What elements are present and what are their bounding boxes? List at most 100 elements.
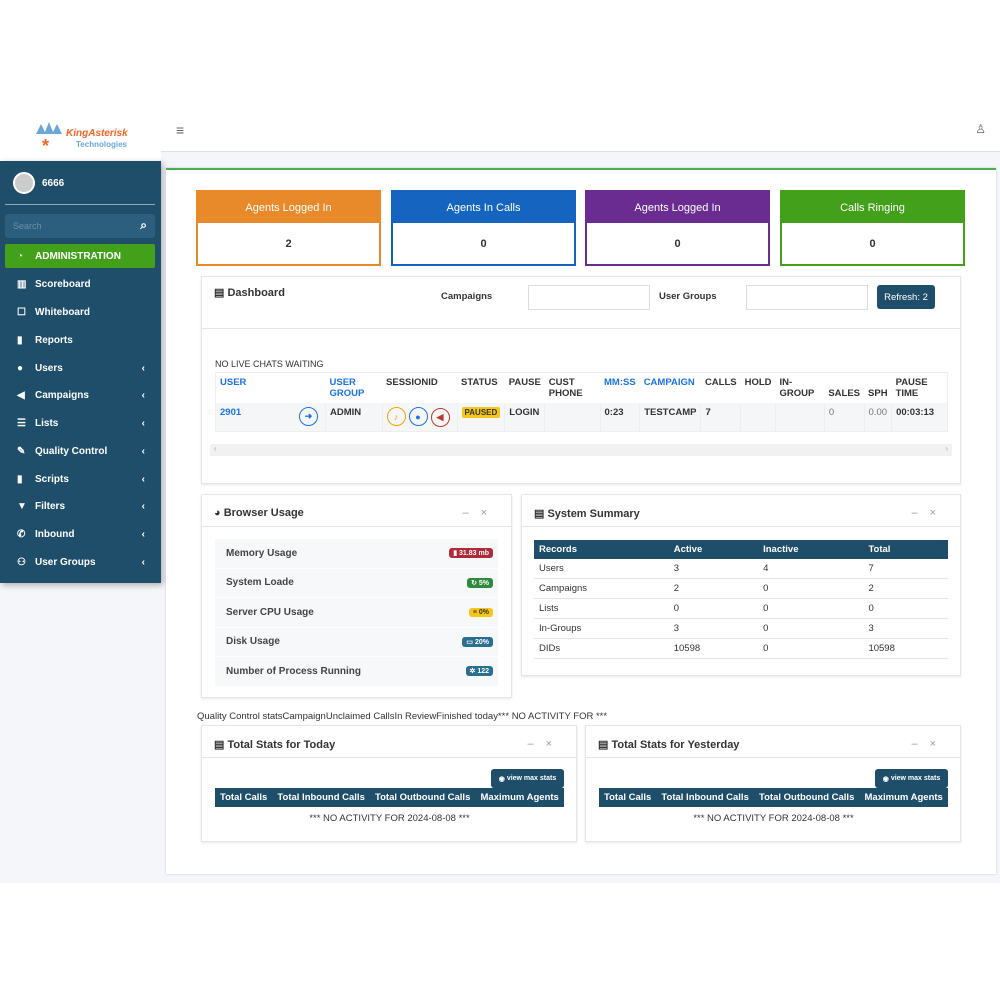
user-profile-icon[interactable]: ♙	[975, 122, 986, 136]
speaker-icon[interactable]: ◀	[430, 407, 450, 427]
table-cell: 2	[668, 578, 759, 599]
bullhorn-icon: ◀	[17, 389, 25, 401]
column-header: PAUSE	[508, 377, 541, 388]
logo[interactable]: * KingAsterisk Technologies	[0, 110, 161, 161]
sidebar-item-users[interactable]: ● Users ‹	[5, 356, 155, 380]
file-icon: ▮	[17, 473, 23, 485]
sidebar-item-label: ADMINISTRATION	[35, 250, 121, 262]
sidebar-item-campaigns[interactable]: ◀ Campaigns ‹	[5, 383, 155, 407]
chevron-left-icon: ‹	[141, 362, 145, 374]
view-max-stats-button[interactable]: ◉ view max stats	[875, 769, 948, 788]
column-header: Total Calls	[215, 788, 273, 807]
table-cell: 0	[758, 598, 864, 619]
stat-card-label: Calls Ringing	[782, 192, 963, 223]
sidebar-item-reports[interactable]: ▮ Reports	[5, 328, 155, 352]
usage-badge: ≡ 0%	[468, 607, 493, 617]
sidebar-item-lists[interactable]: ☰ Lists ‹	[5, 411, 155, 435]
logout-icon[interactable]: ➜	[299, 407, 318, 426]
sidebar-item-label: Whiteboard	[35, 306, 90, 318]
sidebar: 6666 Search ⌕ ◔ ADMINISTRATION ▥ Scoreboard…	[0, 161, 161, 583]
total-stats-yesterday-panel: ▤ Total Stats for Yesterday –× ◉ view ma…	[585, 725, 961, 842]
sales-cell: 0	[824, 403, 865, 431]
sidebar-item-label: Inbound	[35, 528, 75, 540]
sidebar-item-quality-control[interactable]: ✎ Quality Control ‹	[5, 439, 155, 463]
column-header[interactable]: MM:SS	[604, 377, 636, 388]
search-input[interactable]: Search ⌕	[5, 214, 155, 238]
table-cell: 0	[863, 598, 948, 619]
logo-subtext: Technologies	[76, 140, 127, 149]
table-cell: 0	[758, 618, 864, 639]
column-header: Total Outbound Calls	[754, 788, 860, 807]
stat-card: Agents Logged In 0	[585, 190, 770, 266]
panel-controls[interactable]: –×	[527, 738, 564, 750]
live-agents-table: USER USER GROUP SESSIONID STATUS PAUSE CUST P…	[215, 372, 948, 432]
crown-logo-icon: *	[34, 120, 64, 156]
svg-text:*: *	[42, 136, 49, 152]
column-header: HOLD	[744, 377, 772, 388]
sidebar-item-inbound[interactable]: ✆ Inbound ‹	[5, 522, 155, 546]
column-header[interactable]: CAMPAIGN	[643, 377, 695, 388]
column-header: Maximum Agents	[859, 788, 948, 807]
avatar[interactable]	[13, 172, 35, 194]
panel-controls[interactable]: –×	[911, 738, 948, 750]
usage-badge: ▮ 31.83 mb	[449, 548, 493, 559]
search-icon[interactable]: ⌕	[140, 218, 147, 232]
stat-card-value: 0	[674, 237, 681, 250]
table-row: 2901 ➜ ADMIN ♪ ● ◀ PAUSED LOGIN 0:23 TESTCA…	[215, 403, 948, 431]
usage-value: 31.83 mb	[459, 550, 489, 558]
stat-card-label: Agents Logged In	[587, 192, 768, 223]
dashboard-title: ▤ Dashboard	[214, 287, 285, 299]
sidebar-item-filters[interactable]: ▼ Filters ‹	[5, 494, 155, 518]
column-header[interactable]: USER	[220, 377, 247, 388]
browser-usage-title-text: Browser Usage	[223, 507, 304, 519]
user-name[interactable]: 6666	[42, 178, 65, 189]
chevron-left-icon: ‹	[141, 417, 145, 429]
chart-icon: ▥	[17, 278, 27, 290]
mmss-cell: 0:23	[600, 403, 641, 431]
sidebar-item-scripts[interactable]: ▮ Scripts ‹	[5, 467, 155, 491]
table-cell: Users	[534, 559, 669, 579]
refresh-button[interactable]: Refresh: 2	[877, 285, 935, 309]
view-max-stats-button[interactable]: ◉ view max stats	[491, 769, 564, 788]
panel-controls[interactable]: –×	[911, 507, 948, 519]
stat-card-label: Agents In Calls	[393, 192, 574, 223]
microphone-icon[interactable]: ●	[408, 407, 428, 426]
usage-label: System Loade	[226, 577, 294, 589]
sidebar-item-whiteboard[interactable]: ☐ Whiteboard	[5, 300, 155, 324]
system-summary-table: Records Active Inactive Total Users 3 4 7 Campai…	[534, 540, 948, 659]
panel-controls[interactable]: –×	[462, 507, 499, 519]
column-header: PAUSE TIME	[895, 377, 928, 399]
barge-icon[interactable]: ♪	[386, 407, 406, 426]
campaigns-select[interactable]	[528, 285, 650, 310]
system-summary-title: ▤ System Summary	[534, 508, 640, 520]
table-cell: 2	[863, 578, 948, 599]
sidebar-item-administration[interactable]: ◔ ADMINISTRATION	[5, 244, 155, 268]
edit-icon: ✎	[17, 445, 26, 457]
stat-card: Calls Ringing 0	[780, 190, 965, 266]
table-cell: Campaigns	[534, 578, 669, 599]
horizontal-scrollbar[interactable]: ‹ ›	[210, 444, 952, 456]
status-badge: PAUSED	[461, 407, 501, 418]
sidebar-item-scoreboard[interactable]: ▥ Scoreboard	[5, 272, 155, 296]
table-cell: 3	[668, 618, 759, 639]
chevron-left-icon: ‹	[141, 445, 145, 457]
panel-title-text: Total Stats for Today	[227, 739, 336, 751]
user-groups-label: User Groups	[659, 291, 717, 302]
usage-value: 0%	[478, 608, 489, 616]
user-link[interactable]: 2901	[220, 407, 242, 418]
user-groups-select[interactable]	[746, 285, 868, 310]
stat-card-value: 0	[480, 237, 487, 250]
sph-cell: 0.00	[864, 403, 893, 431]
table-row: Campaigns 2 0 2	[534, 578, 948, 599]
hamburger-menu-icon[interactable]: ≡	[176, 122, 185, 138]
hold-cell	[740, 403, 777, 431]
sidebar-item-user-groups[interactable]: ⚇ User Groups ‹	[5, 550, 155, 574]
filter-icon: ▼	[17, 500, 27, 512]
usage-value: 122	[477, 668, 489, 676]
chevron-left-icon: ‹	[141, 500, 145, 512]
table-cell: 0	[668, 598, 759, 619]
column-header[interactable]: USER GROUP	[329, 377, 365, 399]
chevron-left-icon: ‹	[141, 473, 145, 485]
browser-usage-title: ◕ Browser Usage	[214, 507, 304, 519]
table-cell: 3	[863, 618, 948, 639]
